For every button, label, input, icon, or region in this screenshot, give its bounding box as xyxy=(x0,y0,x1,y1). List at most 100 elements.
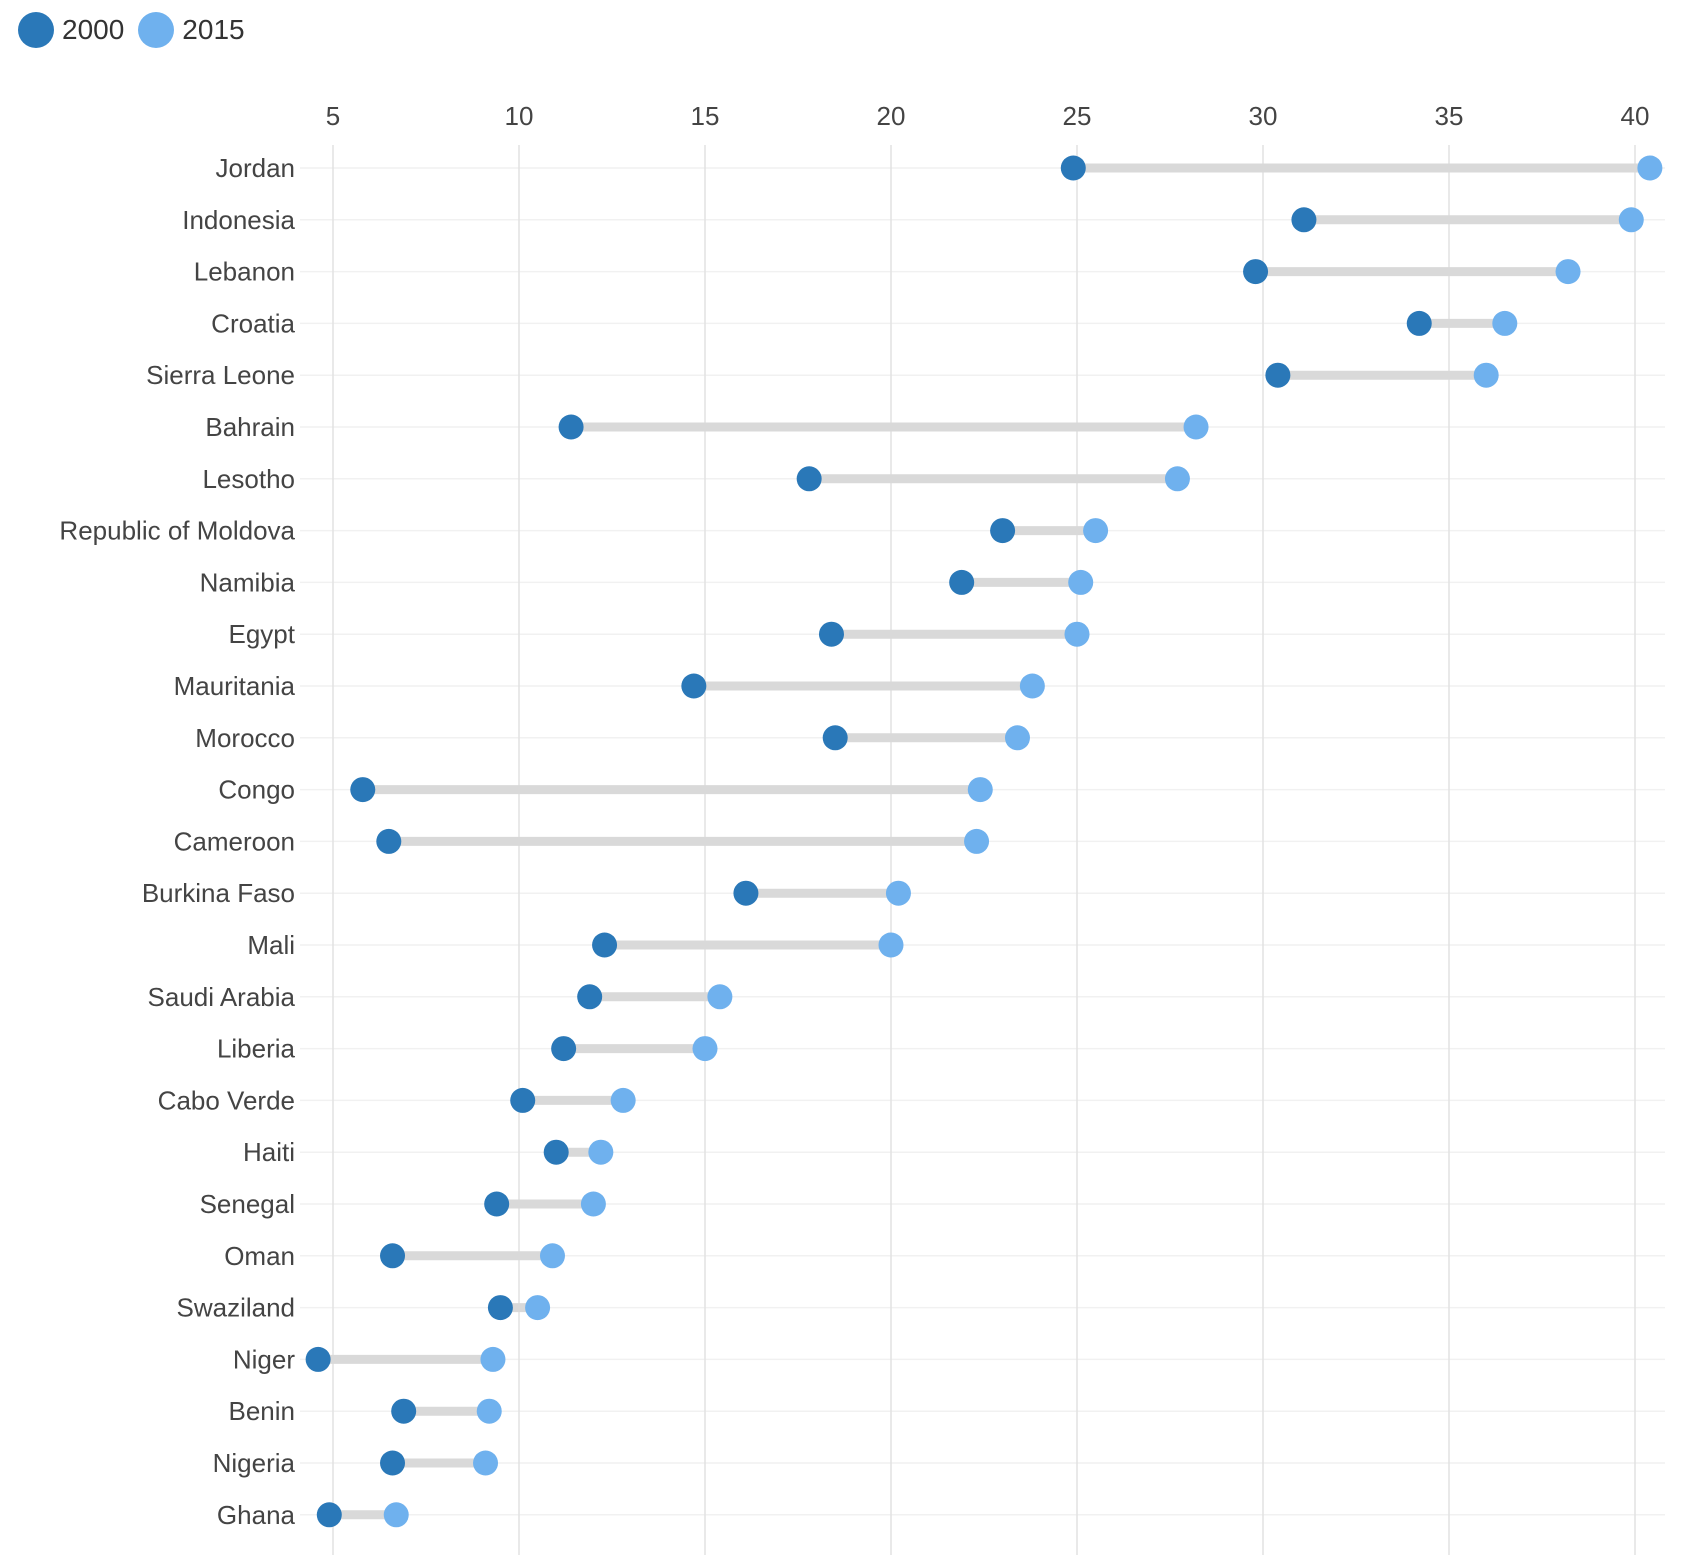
point-2000[interactable] xyxy=(316,1502,342,1528)
point-2000[interactable] xyxy=(1265,362,1291,388)
point-2015[interactable] xyxy=(878,932,904,958)
point-2015[interactable] xyxy=(473,1450,499,1476)
point-2015[interactable] xyxy=(964,828,990,854)
point-2015[interactable] xyxy=(480,1346,506,1372)
category-label: Niger xyxy=(233,1344,295,1374)
category-label: Jordan xyxy=(216,153,296,183)
x-tick-label: 40 xyxy=(1621,101,1650,131)
x-tick-label: 15 xyxy=(691,101,720,131)
point-2000[interactable] xyxy=(551,1036,577,1062)
legend-label-2015: 2015 xyxy=(182,14,245,45)
point-2015[interactable] xyxy=(1473,362,1499,388)
category-label: Liberia xyxy=(217,1034,296,1064)
point-2000[interactable] xyxy=(949,569,975,595)
legend-swatch-2000 xyxy=(18,12,54,48)
category-label: Burkina Faso xyxy=(142,878,295,908)
point-2000[interactable] xyxy=(558,414,584,440)
category-label: Mali xyxy=(247,930,295,960)
point-2000[interactable] xyxy=(822,725,848,751)
point-2000[interactable] xyxy=(380,1243,406,1269)
point-2000[interactable] xyxy=(796,466,822,492)
legend: 2000 2015 xyxy=(18,10,259,50)
point-2000[interactable] xyxy=(376,828,402,854)
legend-item-2015[interactable]: 2015 xyxy=(138,12,245,48)
point-2015[interactable] xyxy=(610,1087,636,1113)
point-2015[interactable] xyxy=(539,1243,565,1269)
x-axis: 5 10 15 20 25 30 35 40 xyxy=(326,101,1650,131)
data-points xyxy=(305,155,1663,1528)
point-2015[interactable] xyxy=(967,777,993,803)
category-label: Namibia xyxy=(200,567,296,597)
point-2000[interactable] xyxy=(350,777,376,803)
legend-label-2000: 2000 xyxy=(62,14,125,45)
point-2000[interactable] xyxy=(380,1450,406,1476)
category-label: Congo xyxy=(218,775,295,805)
category-label: Benin xyxy=(229,1396,296,1426)
point-2015[interactable] xyxy=(1492,310,1518,336)
x-tick-label: 10 xyxy=(505,101,534,131)
point-2015[interactable] xyxy=(707,984,733,1010)
legend-swatch-2015 xyxy=(138,12,175,48)
point-2015[interactable] xyxy=(1019,673,1045,699)
point-2015[interactable] xyxy=(1004,725,1030,751)
point-2015[interactable] xyxy=(1164,466,1190,492)
category-label: Lebanon xyxy=(194,257,295,287)
point-2000[interactable] xyxy=(592,932,618,958)
point-2015[interactable] xyxy=(885,880,911,906)
point-2015[interactable] xyxy=(476,1398,502,1424)
category-labels: Jordan Indonesia Lebanon Croatia Sierra Leon… xyxy=(59,153,295,1530)
point-2000[interactable] xyxy=(487,1295,513,1321)
category-label: Morocco xyxy=(195,723,295,753)
point-2015[interactable] xyxy=(1064,621,1090,647)
x-tick-label: 25 xyxy=(1063,101,1092,131)
point-2000[interactable] xyxy=(1406,310,1432,336)
connectors xyxy=(318,163,1650,1520)
category-label: Egypt xyxy=(229,619,296,649)
category-label: Saudi Arabia xyxy=(148,982,296,1012)
legend-item-2000[interactable]: 2000 xyxy=(18,12,124,48)
category-label: Cameroon xyxy=(174,826,295,856)
category-label: Ghana xyxy=(217,1500,296,1530)
point-2000[interactable] xyxy=(305,1346,331,1372)
point-2015[interactable] xyxy=(525,1295,551,1321)
point-2015[interactable] xyxy=(1183,414,1209,440)
point-2000[interactable] xyxy=(543,1139,569,1165)
point-2000[interactable] xyxy=(391,1398,417,1424)
point-2000[interactable] xyxy=(990,518,1016,544)
category-label: Republic of Moldova xyxy=(59,516,295,546)
point-2000[interactable] xyxy=(1060,155,1086,181)
point-2015[interactable] xyxy=(580,1191,606,1217)
point-2015[interactable] xyxy=(383,1502,409,1528)
point-2000[interactable] xyxy=(681,673,707,699)
x-tick-label: 35 xyxy=(1435,101,1464,131)
x-tick-label: 5 xyxy=(326,101,340,131)
category-label: Lesotho xyxy=(202,464,295,494)
point-2000[interactable] xyxy=(577,984,603,1010)
category-label: Oman xyxy=(224,1241,295,1271)
point-2015[interactable] xyxy=(692,1036,718,1062)
x-tick-label: 30 xyxy=(1249,101,1278,131)
point-2015[interactable] xyxy=(1555,259,1581,285)
point-2000[interactable] xyxy=(1243,259,1269,285)
point-2000[interactable] xyxy=(1291,207,1317,233)
point-2015[interactable] xyxy=(1068,569,1094,595)
point-2000[interactable] xyxy=(484,1191,510,1217)
category-label: Bahrain xyxy=(205,412,295,442)
category-label: Nigeria xyxy=(213,1448,296,1478)
x-tick-label: 20 xyxy=(877,101,906,131)
category-label: Senegal xyxy=(200,1189,295,1219)
category-label: Haiti xyxy=(243,1137,295,1167)
category-label: Sierra Leone xyxy=(146,360,295,390)
point-2015[interactable] xyxy=(1618,207,1644,233)
category-label: Swaziland xyxy=(176,1293,295,1323)
point-2000[interactable] xyxy=(510,1087,536,1113)
category-label: Croatia xyxy=(211,308,295,338)
point-2015[interactable] xyxy=(588,1139,614,1165)
point-2000[interactable] xyxy=(818,621,844,647)
point-2000[interactable] xyxy=(733,880,759,906)
point-2015[interactable] xyxy=(1083,518,1109,544)
category-label: Mauritania xyxy=(174,671,296,701)
category-label: Indonesia xyxy=(182,205,295,235)
point-2015[interactable] xyxy=(1637,155,1663,181)
